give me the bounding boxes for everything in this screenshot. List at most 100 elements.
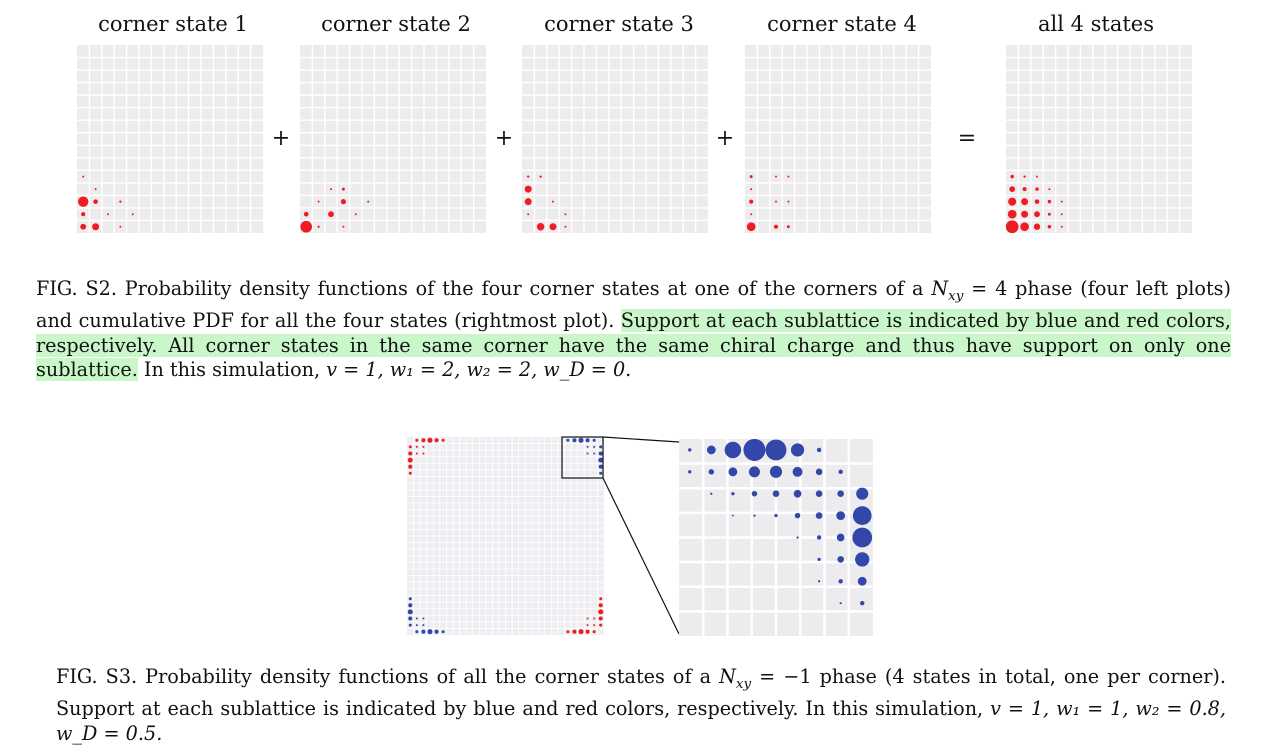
panel-title-3: corner state 3 xyxy=(544,12,694,36)
lattice-dot xyxy=(415,452,418,455)
zoom-dot xyxy=(731,492,735,496)
lattice-dot xyxy=(578,629,584,635)
pdf-dot xyxy=(92,223,100,231)
zoom-dot xyxy=(751,490,758,497)
pdf-dot xyxy=(1047,199,1052,204)
pdf-zoom-corner xyxy=(679,439,873,636)
zoom-dot xyxy=(688,470,692,474)
pdf-dot xyxy=(564,225,567,228)
pdf-dot xyxy=(1008,197,1017,206)
pdf-dot xyxy=(1009,186,1016,193)
pdf-dot xyxy=(300,220,312,233)
zoom-dot xyxy=(753,514,756,517)
zoom-dot xyxy=(794,512,801,519)
lattice-dot xyxy=(422,617,425,620)
zoom-dot xyxy=(817,557,821,562)
pdf-dot xyxy=(536,222,545,231)
zoom-dot xyxy=(774,513,778,518)
fig-s3-caption: FIG. S3. Probability density functions o… xyxy=(56,665,1226,746)
lattice-dot xyxy=(408,445,412,449)
lattice-dot xyxy=(566,630,570,634)
pdf-dot xyxy=(131,213,134,216)
pdf-dot xyxy=(1047,212,1051,216)
pdf-dot xyxy=(1022,187,1027,192)
panel-title-4: corner state 4 xyxy=(767,12,917,36)
equals-operator: = xyxy=(957,126,977,151)
pdf-grid-corner-state-1 xyxy=(77,45,263,233)
pdf-dot xyxy=(1036,175,1038,178)
zoom-dot xyxy=(796,536,799,539)
pdf-dot xyxy=(524,198,532,206)
panel-title-2: corner state 2 xyxy=(321,12,471,36)
nxy-symbol: Nxy xyxy=(931,277,964,304)
lattice-dot xyxy=(408,451,413,456)
lattice-dot xyxy=(408,616,413,621)
pdf-dot xyxy=(107,213,109,216)
lattice-dot xyxy=(441,438,445,442)
zoom-dot xyxy=(855,552,870,567)
pdf-dot xyxy=(1033,223,1041,230)
zoom-line-top xyxy=(602,436,680,443)
zoom-dot xyxy=(856,487,869,500)
lattice-dot xyxy=(415,445,418,448)
pdf-dot xyxy=(328,211,334,218)
pdf-dot xyxy=(330,188,332,191)
lattice-dot xyxy=(408,597,412,601)
lattice-dot xyxy=(599,623,603,627)
lattice-dot xyxy=(592,438,596,442)
zoom-dot xyxy=(728,467,738,477)
lattice-dot xyxy=(599,597,603,601)
zoom-dot xyxy=(836,533,845,542)
pdf-dot xyxy=(527,175,530,178)
pdf-dot xyxy=(303,211,309,217)
pdf-dot xyxy=(1021,210,1029,218)
pdf-dot xyxy=(82,175,85,178)
lattice-dot xyxy=(407,457,413,463)
zoom-dot xyxy=(706,445,716,455)
lattice-dot xyxy=(566,438,570,442)
plus-operator-3: + xyxy=(715,126,735,151)
lattice-dot xyxy=(434,629,439,634)
lattice-dot xyxy=(599,445,603,449)
fig-s2-caption-text-3: In this simulation, xyxy=(137,358,327,382)
lattice-dot xyxy=(593,445,596,448)
pdf-dot xyxy=(77,196,89,207)
zoom-dot xyxy=(748,466,760,478)
pdf-grid-corner-state-2 xyxy=(300,45,486,233)
pdf-grid-corner-state-3 xyxy=(522,45,708,233)
pdf-dot xyxy=(1020,222,1029,232)
lattice-dot xyxy=(586,452,589,455)
zoom-dot xyxy=(857,576,867,586)
pdf-dot xyxy=(1021,198,1029,206)
pdf-grid-corner-state-4 xyxy=(745,45,931,233)
fig-s3-caption-text-1: FIG. S3. Probability density functions o… xyxy=(56,665,720,688)
pdf-dot xyxy=(341,187,345,191)
lattice-dot xyxy=(415,624,418,627)
zoom-dot xyxy=(852,527,873,548)
zoom-dot xyxy=(688,448,692,452)
nxy-symbol-s3: Nxy xyxy=(719,665,752,692)
pdf-dot xyxy=(749,199,754,204)
lattice-dot xyxy=(408,623,412,627)
fig-s2-caption-text-1: FIG. S2. Probability density functions o… xyxy=(36,277,932,300)
lattice-dot xyxy=(598,609,604,615)
lattice-dot xyxy=(427,437,433,443)
pdf-dot xyxy=(775,175,777,178)
pdf-dot xyxy=(354,213,357,216)
pdf-dot xyxy=(1060,200,1063,203)
lattice-dot xyxy=(598,603,603,608)
lattice-dot xyxy=(421,438,426,443)
plus-operator-2: + xyxy=(494,126,514,151)
zoom-dot xyxy=(743,439,766,461)
zoom-dot xyxy=(724,441,742,459)
zoom-dot xyxy=(731,514,734,517)
lattice-dot xyxy=(434,438,439,443)
lattice-dot xyxy=(593,452,596,455)
lattice-dot xyxy=(599,471,603,475)
pdf-dot xyxy=(749,175,753,179)
zoom-dot xyxy=(815,512,823,519)
pdf-dot xyxy=(367,200,370,203)
pdf-dot xyxy=(119,200,122,203)
lattice-dot xyxy=(408,603,413,608)
pdf-dot xyxy=(1007,209,1017,219)
